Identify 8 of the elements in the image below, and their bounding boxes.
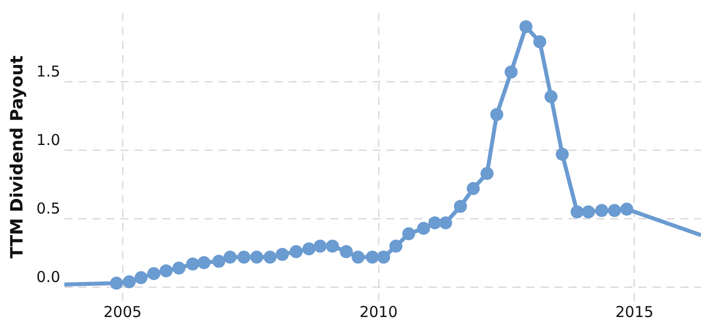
y-tick-label: 0.0: [36, 268, 60, 286]
x-tick-label: 2010: [359, 302, 398, 321]
x-tick-label: 2015: [615, 302, 654, 321]
y-tick-label: 0.5: [36, 200, 60, 218]
y-tick-label: 1.0: [36, 131, 60, 150]
x-tick-label: 2005: [104, 302, 142, 321]
y-axis-title: TTM Dividend Payout: [8, 55, 28, 259]
y-tick-label: 1.5: [36, 62, 60, 80]
